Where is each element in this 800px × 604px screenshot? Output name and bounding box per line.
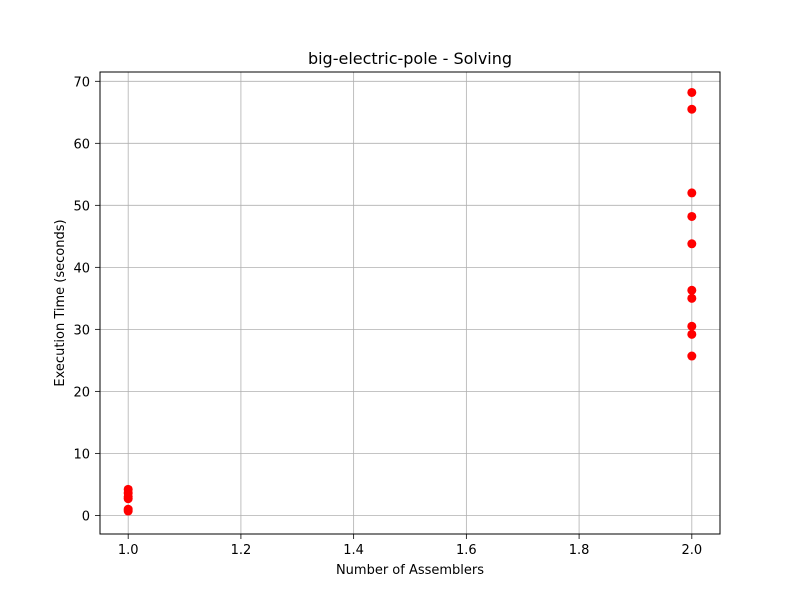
data-point: [687, 321, 697, 331]
x-tick-label: 1.0: [118, 543, 139, 558]
y-tick-label: 20: [73, 385, 90, 400]
data-point: [687, 293, 697, 303]
x-tick-label: 2.0: [681, 543, 702, 558]
y-tick-label: 40: [73, 261, 90, 276]
grid-layer: [100, 72, 720, 534]
y-axis-ticks: 0 10 20 30 40 50 60 70: [73, 75, 100, 524]
x-tick-label: 1.4: [343, 543, 364, 558]
chart-title: big-electric-pole - Solving: [308, 49, 512, 68]
data-point: [687, 87, 697, 97]
y-tick-label: 10: [73, 447, 90, 462]
data-point: [687, 285, 697, 295]
y-tick-label: 60: [73, 137, 90, 152]
y-axis-label: Execution Time (seconds): [53, 219, 68, 386]
x-axis-label: Number of Assemblers: [336, 563, 484, 578]
y-tick-label: 0: [82, 509, 90, 524]
x-tick-label: 1.8: [569, 543, 590, 558]
data-point: [687, 104, 697, 114]
y-tick-label: 50: [73, 199, 90, 214]
data-point: [687, 329, 697, 339]
data-point: [687, 239, 697, 249]
data-point: [687, 351, 697, 361]
data-point: [123, 494, 133, 504]
x-axis-ticks: 1.0 1.2 1.4 1.6 1.8 2.0: [118, 534, 702, 558]
points-layer: [123, 87, 697, 516]
y-tick-label: 70: [73, 75, 90, 90]
plot-area-frame: [99, 71, 721, 535]
x-tick-label: 1.6: [456, 543, 477, 558]
y-tick-label: 30: [73, 323, 90, 338]
data-point: [687, 188, 697, 198]
x-tick-label: 1.2: [231, 543, 252, 558]
data-point: [123, 506, 133, 516]
data-point: [687, 211, 697, 221]
